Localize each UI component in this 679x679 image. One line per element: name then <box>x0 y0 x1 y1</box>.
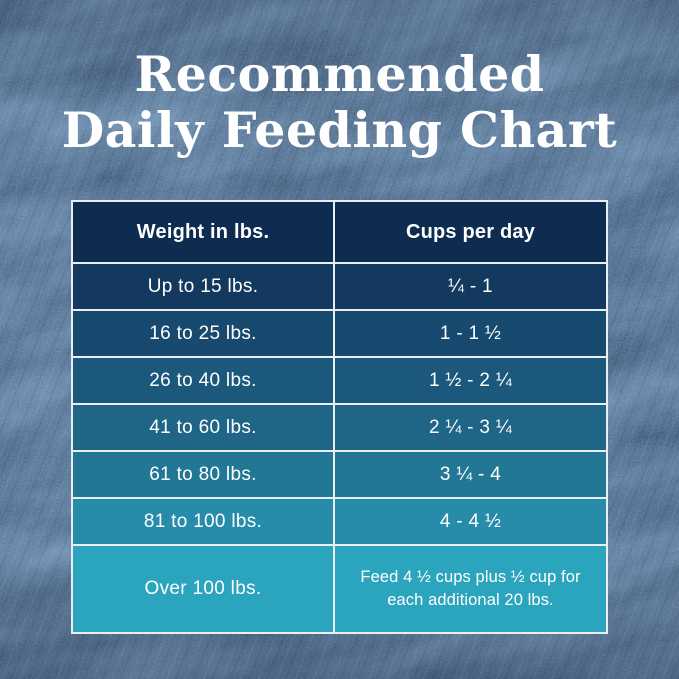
cell-cups: 1 - 1 ½ <box>335 311 606 356</box>
cell-weight: 16 to 25 lbs. <box>73 311 333 356</box>
cell-weight: 26 to 40 lbs. <box>73 358 333 403</box>
feeding-table: Weight in lbs. Cups per day Up to 15 lbs… <box>71 200 608 634</box>
table-row: 81 to 100 lbs. 4 - 4 ½ <box>73 499 606 544</box>
cell-cups: Feed 4 ½ cups plus ½ cup for each additi… <box>335 546 606 632</box>
table-header-row: Weight in lbs. Cups per day <box>73 202 606 262</box>
table-row: 61 to 80 lbs. 3 ¼ - 4 <box>73 452 606 497</box>
cell-weight: Over 100 lbs. <box>73 546 333 632</box>
header-cell-weight: Weight in lbs. <box>73 202 333 262</box>
cell-cups: 2 ¼ - 3 ¼ <box>335 405 606 450</box>
title-line-1: Recommended <box>134 45 545 103</box>
cell-cups: 4 - 4 ½ <box>335 499 606 544</box>
header-cell-cups: Cups per day <box>335 202 606 262</box>
table-row: 16 to 25 lbs. 1 - 1 ½ <box>73 311 606 356</box>
title-line-2: Daily Feeding Chart <box>61 101 618 159</box>
cell-weight: 41 to 60 lbs. <box>73 405 333 450</box>
cell-weight: Up to 15 lbs. <box>73 264 333 309</box>
table-row: 41 to 60 lbs. 2 ¼ - 3 ¼ <box>73 405 606 450</box>
cell-cups: 1 ½ - 2 ¼ <box>335 358 606 403</box>
cell-weight: 81 to 100 lbs. <box>73 499 333 544</box>
cell-weight: 61 to 80 lbs. <box>73 452 333 497</box>
cell-cups: 3 ¼ - 4 <box>335 452 606 497</box>
table-row: 26 to 40 lbs. 1 ½ - 2 ¼ <box>73 358 606 403</box>
page-title: Recommended Daily Feeding Chart <box>0 46 679 158</box>
table-row: Over 100 lbs. Feed 4 ½ cups plus ½ cup f… <box>73 546 606 632</box>
cell-cups: ¼ - 1 <box>335 264 606 309</box>
table-row: Up to 15 lbs. ¼ - 1 <box>73 264 606 309</box>
